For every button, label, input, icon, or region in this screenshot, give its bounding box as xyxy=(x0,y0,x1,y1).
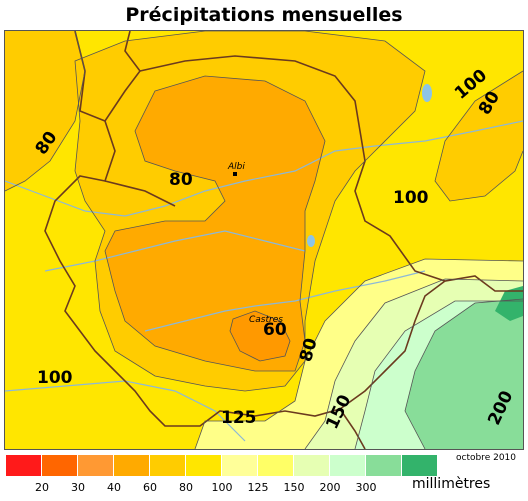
legend-swatch xyxy=(78,455,114,476)
legend-swatch xyxy=(222,455,258,476)
legend-swatch xyxy=(402,455,438,476)
zone-300 xyxy=(405,299,523,449)
contours xyxy=(5,31,523,449)
legend-swatch xyxy=(42,455,78,476)
precipitation-map: Albi Castres 80 80 100 80 100 100 60 80 … xyxy=(4,30,524,450)
boundaries xyxy=(44,31,523,449)
legend-tick: 125 xyxy=(247,481,269,494)
contour-label: 100 xyxy=(393,188,429,208)
legend-swatch xyxy=(114,455,150,476)
town-label-albi: Albi xyxy=(227,162,245,172)
legend-swatch xyxy=(258,455,294,476)
legend-tick: 20 xyxy=(35,481,49,494)
legend-tick: 80 xyxy=(179,481,193,494)
legend-tick: 40 xyxy=(107,481,121,494)
unit-label: millimètres xyxy=(412,476,491,492)
contour-label: 60 xyxy=(263,320,287,340)
map-canvas: Albi Castres 80 80 100 80 100 100 60 80 … xyxy=(5,31,523,449)
legend-tick: 30 xyxy=(71,481,85,494)
legend-tick: 300 xyxy=(355,481,377,494)
legend-swatch xyxy=(6,455,42,476)
legend-tick: 60 xyxy=(143,481,157,494)
legend-swatch xyxy=(330,455,366,476)
town-marker-albi xyxy=(233,172,237,176)
contour-label: 100 xyxy=(37,368,73,388)
zone-40 xyxy=(230,311,290,361)
zone-300-plus xyxy=(495,286,523,321)
legend-tick: 100 xyxy=(211,481,233,494)
zone-80-northwest xyxy=(5,31,85,191)
map-title: Précipitations mensuelles xyxy=(125,4,403,26)
legend-swatch xyxy=(150,455,186,476)
legend-swatch xyxy=(186,455,222,476)
legend-swatch xyxy=(294,455,330,476)
date-label: octobre 2010 xyxy=(455,453,516,463)
lake-1 xyxy=(422,84,432,102)
town-label-castres: Castres xyxy=(249,315,283,325)
contour-label: 80 xyxy=(169,170,193,190)
contour-label: 125 xyxy=(221,408,257,428)
legend-tick: 150 xyxy=(283,481,305,494)
legend-tick: 200 xyxy=(319,481,341,494)
zone-80-northeast xyxy=(435,71,523,201)
legend-swatch xyxy=(366,455,402,476)
zone-60 xyxy=(105,76,325,371)
lake-2 xyxy=(307,235,315,247)
